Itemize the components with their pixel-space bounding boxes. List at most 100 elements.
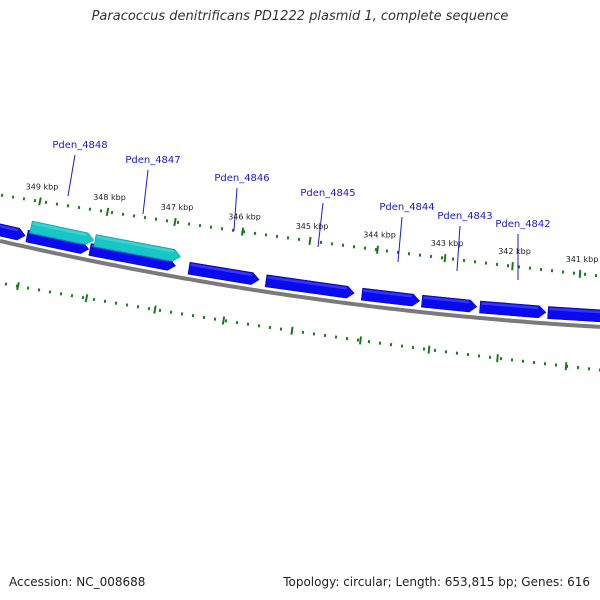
minor-tick-inner [92, 297, 96, 302]
gene-label-leader [317, 202, 324, 248]
minor-tick-outer [275, 234, 279, 239]
minor-tick-outer [385, 249, 389, 253]
gene-arrow[interactable] [0, 221, 26, 242]
minor-tick-inner [180, 312, 184, 316]
major-tick-outer [443, 254, 447, 263]
minor-tick-inner [554, 363, 558, 367]
minor-tick-inner [499, 357, 503, 361]
minor-tick-inner [488, 355, 492, 359]
minor-tick-outer [440, 256, 444, 260]
major-tick-inner [84, 294, 89, 303]
minor-tick-outer [484, 261, 488, 265]
gene-label[interactable]: Pden_4847 [125, 155, 180, 166]
major-tick-outer [240, 227, 245, 236]
major-tick-outer [308, 236, 312, 245]
gene-arrow-shine [190, 263, 252, 276]
minor-tick-outer [264, 233, 268, 237]
major-tick-inner [221, 316, 226, 325]
minor-tick-outer [572, 271, 576, 275]
minor-tick-inner [367, 340, 371, 344]
minor-tick-inner [158, 308, 162, 313]
minor-tick-inner [169, 310, 173, 314]
major-tick-inner [290, 326, 294, 335]
minor-tick-inner [576, 366, 580, 370]
major-tick-inner [16, 282, 20, 291]
gene-label-leader [397, 216, 403, 263]
topology-value: circular [343, 575, 388, 589]
minor-tick-outer [132, 214, 136, 218]
highlighted-gene-arrow[interactable] [93, 234, 182, 263]
gene-arrow[interactable] [421, 294, 478, 313]
ruler-ticks: 349 kbp 348 kbp 347 kbp 346 kbp 345 kbp 344 k… [0, 182, 600, 372]
gene-label[interactable]: Pden_4848 [52, 140, 107, 151]
minor-tick-inner [114, 301, 118, 305]
minor-tick-inner [279, 327, 283, 331]
minor-tick-inner [235, 320, 239, 325]
minor-tick-inner [345, 336, 349, 341]
minor-tick-inner [257, 324, 261, 328]
gene-arrow[interactable] [547, 306, 600, 323]
tick-label: 344 kbp [363, 231, 396, 240]
minor-tick-inner [587, 367, 591, 371]
gene-label[interactable]: Pden_4843 [437, 211, 492, 222]
gene-arrow[interactable] [479, 300, 547, 319]
minor-tick-outer [0, 193, 4, 198]
gene-label[interactable]: Pden_4846 [214, 173, 269, 184]
minor-tick-inner [477, 354, 481, 358]
minor-tick-outer [550, 269, 554, 273]
minor-tick-outer [528, 266, 532, 270]
major-tick-inner [359, 336, 362, 345]
minor-tick-inner [389, 342, 393, 347]
minor-tick-outer [22, 197, 26, 201]
gene-arrow-shine [363, 289, 413, 298]
minor-tick-outer [187, 222, 191, 226]
highlighted-gene-arrow[interactable] [29, 220, 95, 246]
major-tick-inner [153, 305, 157, 314]
major-tick-outer [38, 197, 42, 206]
minor-tick-outer [363, 246, 367, 250]
minor-tick-outer [319, 240, 323, 244]
gene-label[interactable]: Pden_4845 [300, 188, 355, 199]
minor-tick-inner [70, 294, 74, 298]
sequence-backbone [0, 239, 600, 329]
minor-tick-outer [418, 253, 422, 257]
gene-arrow-shine [96, 235, 174, 253]
length-value: 653,815 bp [444, 575, 514, 589]
minor-tick-outer [451, 257, 455, 261]
minor-tick-inner [510, 358, 514, 362]
tick-label: 347 kbp [161, 203, 194, 212]
tick-label: 342 kbp [498, 247, 531, 256]
minor-tick-outer [121, 212, 125, 216]
minor-tick-outer [77, 205, 81, 210]
gene-label-leader [67, 154, 76, 197]
gene-arrow-shine [549, 307, 600, 314]
gene-arrow-shine [32, 222, 87, 237]
major-tick-outer [173, 217, 177, 227]
minor-tick-outer [198, 223, 202, 228]
tick-label: 343 kbp [431, 239, 464, 248]
minor-tick-inner [37, 288, 41, 292]
minor-tick-outer [352, 245, 356, 249]
major-tick-outer [511, 262, 514, 271]
tick-label: 349 kbp [26, 182, 59, 191]
gene-label[interactable]: Pden_4842 [495, 219, 550, 230]
gene-arrow-shine [0, 223, 19, 232]
tick-label: 341 kbp [566, 255, 599, 264]
backbone-group [0, 239, 600, 329]
gene-label-leader [456, 225, 461, 272]
minor-tick-outer [209, 225, 213, 229]
genes-label: Genes: [521, 575, 564, 589]
gene-arrow[interactable] [360, 287, 421, 307]
minor-tick-inner [268, 325, 272, 330]
gene-label-leader [142, 169, 149, 215]
minor-tick-inner [543, 362, 547, 366]
gene-label[interactable]: Pden_4844 [379, 202, 434, 213]
minor-tick-outer [99, 209, 103, 213]
gene-arrow[interactable] [264, 274, 355, 299]
minor-tick-outer [429, 254, 433, 259]
minor-tick-inner [466, 352, 470, 357]
gene-arrow[interactable] [187, 261, 260, 285]
tick-label: 346 kbp [228, 213, 261, 222]
minor-tick-outer [88, 207, 92, 211]
minor-tick-inner [125, 303, 129, 307]
